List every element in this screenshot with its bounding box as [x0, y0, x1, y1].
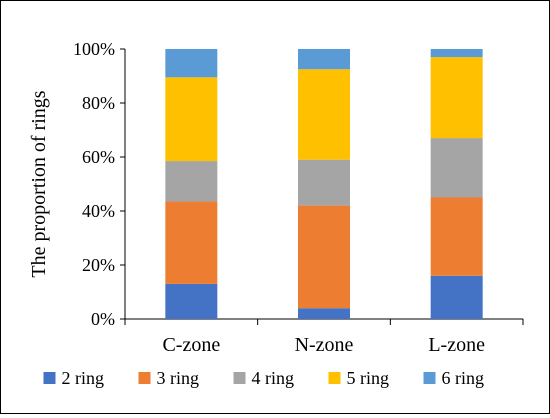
bar-segment-3-ring-C-zone — [165, 201, 218, 284]
x-tick-label: L-zone — [428, 334, 485, 356]
y-tick-label: 0% — [91, 309, 115, 329]
legend-label: 6 ring — [442, 368, 485, 388]
axes: 0% 20% 40% 60% 80% 100% C-zone N-zone L-zone — [73, 39, 524, 356]
legend-label: 3 ring — [157, 368, 200, 388]
bar-segment-6-ring-C-zone — [165, 49, 218, 78]
y-tick-label: 40% — [82, 201, 115, 221]
bar-segment-5-ring-N-zone — [298, 69, 350, 160]
bar-segment-4-ring-C-zone — [165, 161, 218, 202]
legend-swatch — [233, 372, 246, 384]
legend-label: 2 ring — [62, 368, 105, 388]
legend-swatch — [138, 372, 151, 384]
bar-segment-3-ring-N-zone — [298, 205, 350, 309]
bar-segment-6-ring-L-zone — [430, 49, 483, 58]
x-tick-label: N-zone — [295, 334, 354, 356]
bar-segment-4-ring-L-zone — [430, 138, 483, 198]
legend-swatch — [328, 372, 341, 384]
axis-labels: The proportion of rings — [28, 90, 50, 277]
y-tick-label: 20% — [82, 255, 115, 275]
bar-segment-4-ring-N-zone — [298, 159, 350, 206]
x-tick-label: C-zone — [162, 334, 220, 356]
bar-segment-6-ring-N-zone — [298, 49, 350, 70]
bars — [165, 49, 483, 319]
y-tick-label: 100% — [73, 39, 115, 59]
bar-segment-2-ring-N-zone — [298, 308, 350, 319]
bar-segment-5-ring-C-zone — [165, 77, 218, 162]
bar-segment-2-ring-C-zone — [165, 283, 218, 319]
y-axis-label: The proportion of rings — [28, 90, 50, 277]
y-tick-label: 80% — [82, 93, 115, 113]
legend-label: 5 ring — [347, 368, 390, 388]
bar-segment-5-ring-L-zone — [430, 57, 483, 139]
legend-swatch — [43, 372, 56, 384]
legend: 2 ring 3 ring 4 ring 5 ring 6 ring — [43, 368, 485, 388]
bar-segment-2-ring-L-zone — [430, 275, 483, 319]
legend-label: 4 ring — [252, 368, 295, 388]
bar-segment-3-ring-L-zone — [430, 197, 483, 276]
y-tick-label: 60% — [82, 147, 115, 167]
legend-swatch — [423, 372, 436, 384]
